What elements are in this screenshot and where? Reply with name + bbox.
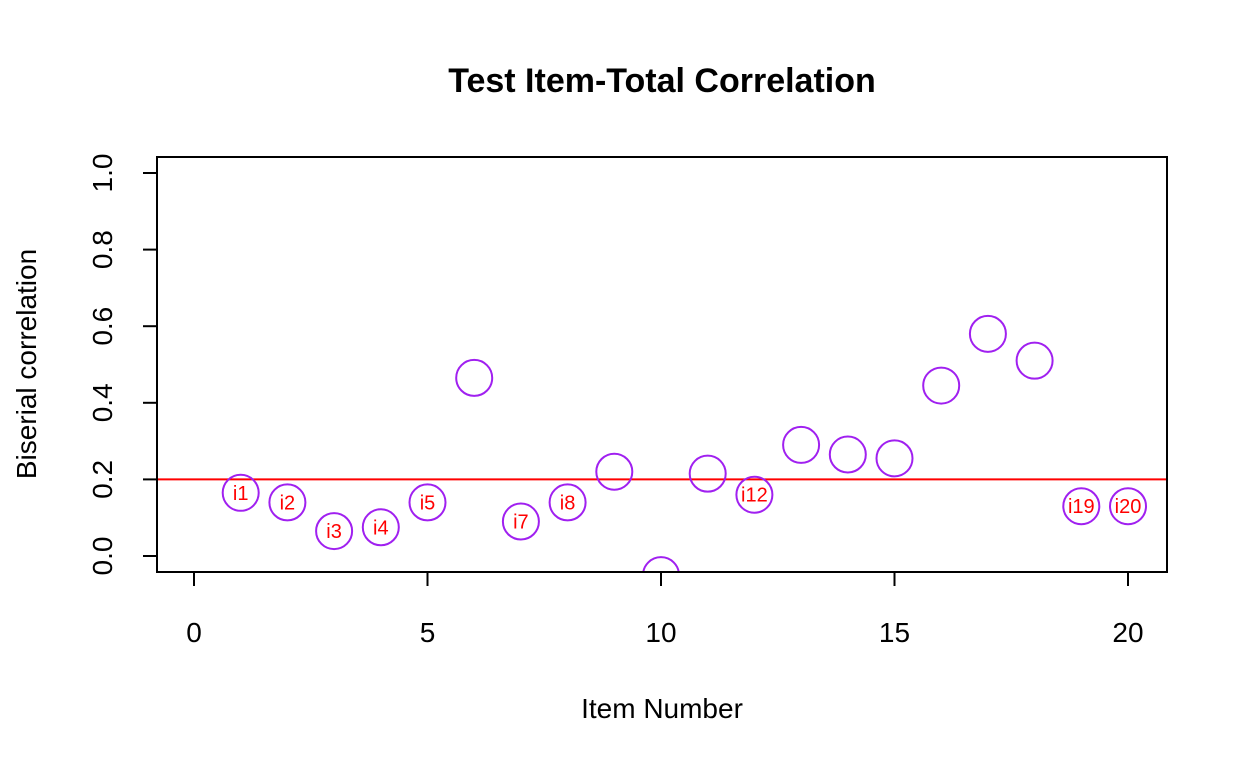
data-point [922,366,961,405]
point-label: i12 [741,485,768,507]
y-tick-label: 0.6 [87,307,118,346]
data-point [595,452,634,491]
point-label: i4 [373,517,389,539]
point-label: i5 [420,492,436,514]
x-axis: 0 5 10 15 20 [186,571,1144,648]
data-point [828,435,867,474]
x-tick-label: 5 [420,617,436,648]
data-point [735,475,774,514]
data-point [875,439,914,478]
chart-title: Test Item-Total Correlation [448,62,876,100]
data-point [361,508,400,547]
x-tick-label: 10 [645,617,676,648]
data-point [408,483,447,522]
point-label: i20 [1115,496,1142,518]
y-tick-label: 0.4 [87,383,118,422]
plot-frame [156,156,1168,573]
y-tick-label: 0.8 [87,230,118,269]
y-axis-label: Biserial correlation [11,249,42,479]
x-tick-label: 0 [186,617,202,648]
data-point [501,502,540,541]
data-point [268,483,307,522]
point-label: i3 [326,521,342,543]
data-point [968,314,1007,353]
point-label: i7 [513,512,529,534]
point-label: i2 [280,492,296,514]
data-point [1015,341,1054,380]
x-tick-label: 15 [879,617,910,648]
data-point [1062,487,1101,526]
point-label: i19 [1068,496,1095,518]
data-point [688,454,727,493]
data-point [782,425,821,464]
data-point [455,358,494,397]
data-point [1109,487,1147,526]
point-label: i1 [233,483,249,505]
data-point [221,473,260,512]
y-tick-label: 0.2 [87,460,118,499]
data-point [642,556,680,572]
x-tick-label: 20 [1112,617,1143,648]
x-axis-label: Item Number [581,693,743,724]
y-tick-label: 0.0 [87,537,118,576]
point-label: i8 [560,492,576,514]
y-axis: 0.0 0.2 0.4 0.6 0.8 1.0 [87,154,158,576]
data-point [315,512,354,551]
y-tick-label: 1.0 [87,154,118,193]
data-point [548,483,587,522]
